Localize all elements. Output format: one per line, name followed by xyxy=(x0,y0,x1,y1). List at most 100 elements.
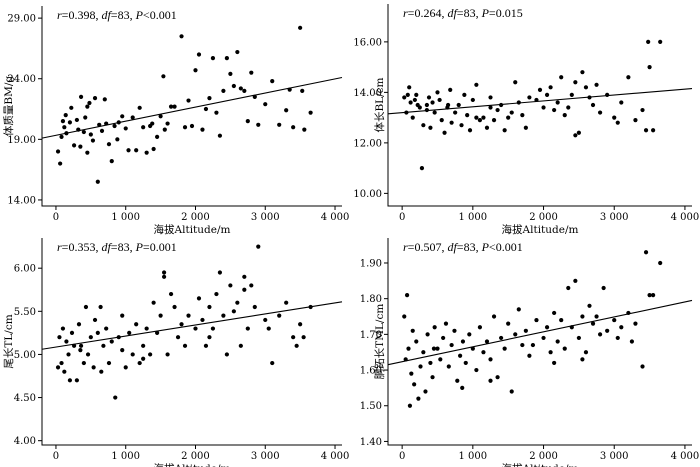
x-tick-label: 1 000 xyxy=(459,451,488,462)
data-point xyxy=(576,130,581,135)
data-point xyxy=(474,367,479,373)
x-tick-label: 3 000 xyxy=(600,451,629,462)
data-point xyxy=(106,360,112,366)
x-tick-label: 2 000 xyxy=(529,451,558,462)
data-point xyxy=(150,121,155,126)
data-point xyxy=(438,357,443,362)
data-point xyxy=(552,360,557,366)
data-point xyxy=(207,96,212,101)
data-point xyxy=(410,115,415,120)
axes-frame xyxy=(387,238,692,446)
data-point xyxy=(633,118,638,123)
data-point xyxy=(562,113,567,118)
data-point xyxy=(467,128,473,133)
data-point xyxy=(647,293,652,298)
data-point xyxy=(569,92,574,97)
stat-eq: = xyxy=(62,240,69,254)
data-point xyxy=(221,313,226,318)
data-point xyxy=(97,122,102,127)
data-point xyxy=(284,108,289,113)
data-point xyxy=(179,322,184,327)
data-point xyxy=(569,325,574,330)
x-tick-label: 0 xyxy=(399,212,405,223)
data-point xyxy=(405,92,410,97)
data-point xyxy=(417,105,422,110)
stat-r-label: r xyxy=(57,8,62,22)
data-point xyxy=(640,364,645,369)
data-point xyxy=(409,371,414,376)
y-tick-label: 1.50 xyxy=(360,401,382,412)
data-point xyxy=(252,94,257,100)
data-point xyxy=(162,127,167,132)
data-point xyxy=(615,335,620,341)
data-point xyxy=(242,88,247,93)
data-point xyxy=(58,161,63,166)
data-point xyxy=(414,92,419,97)
data-point xyxy=(231,83,236,89)
data-point xyxy=(425,332,430,337)
data-point xyxy=(449,120,454,125)
data-point xyxy=(491,118,497,123)
data-point xyxy=(458,353,463,358)
data-point xyxy=(481,115,486,120)
data-point xyxy=(158,114,163,119)
y-tick-label: 16.00 xyxy=(353,37,382,48)
data-point xyxy=(484,125,490,130)
data-point xyxy=(455,378,460,383)
x-tick-label: 2 000 xyxy=(529,212,558,223)
stat-eq: = xyxy=(111,240,118,254)
data-point xyxy=(277,313,282,318)
data-point xyxy=(421,350,426,355)
data-point xyxy=(463,360,468,366)
data-point xyxy=(217,133,223,138)
panel-tail-length: 0 1 000 2 000 3 000 4 000 4.00 4.50 5.00 5.50 6.0… xyxy=(3,238,349,467)
stat-p-op: = xyxy=(143,240,150,254)
y-tick-label: 29.00 xyxy=(7,14,36,25)
data-point xyxy=(580,357,585,362)
data-point xyxy=(506,115,511,120)
data-point xyxy=(69,105,74,110)
data-point xyxy=(298,25,303,30)
data-point xyxy=(294,343,299,348)
stat-p-value: 0.001 xyxy=(496,240,523,254)
x-tick-label: 2 000 xyxy=(181,212,210,223)
data-point xyxy=(484,339,490,344)
data-point xyxy=(516,307,521,312)
data-point xyxy=(449,342,454,348)
data-point xyxy=(92,96,98,101)
data-point xyxy=(120,114,125,119)
y-tick-label: 10.00 xyxy=(353,189,382,200)
data-point xyxy=(196,52,202,57)
data-point xyxy=(98,304,103,310)
data-point xyxy=(189,123,195,129)
data-point xyxy=(63,112,68,118)
y-tick-label: 14.00 xyxy=(7,195,36,206)
data-point xyxy=(573,278,578,283)
data-point xyxy=(559,317,564,323)
data-point xyxy=(155,330,160,335)
data-point xyxy=(284,300,289,305)
data-point xyxy=(437,97,442,103)
data-point xyxy=(439,118,444,123)
data-point xyxy=(161,74,166,79)
data-point xyxy=(85,104,90,109)
data-point xyxy=(643,250,649,255)
data-point xyxy=(488,95,493,100)
stat-p-label: P xyxy=(481,6,490,20)
x-axis-title: 海拔Altitude/m xyxy=(154,462,231,467)
y-tick-label: 6.00 xyxy=(14,264,36,275)
data-point xyxy=(270,360,275,366)
stat-p-label: P xyxy=(135,240,144,254)
data-point xyxy=(252,304,257,310)
x-tick-label: 4 000 xyxy=(321,212,350,223)
data-point xyxy=(277,122,282,127)
data-point xyxy=(74,117,79,123)
data-point xyxy=(249,283,254,288)
data-point xyxy=(626,75,631,80)
data-point xyxy=(55,149,61,154)
stat-annotation: r=0.264, df=83, P=0.015 xyxy=(403,6,523,20)
data-point xyxy=(71,343,77,348)
data-point xyxy=(67,378,73,383)
data-point xyxy=(414,339,419,344)
